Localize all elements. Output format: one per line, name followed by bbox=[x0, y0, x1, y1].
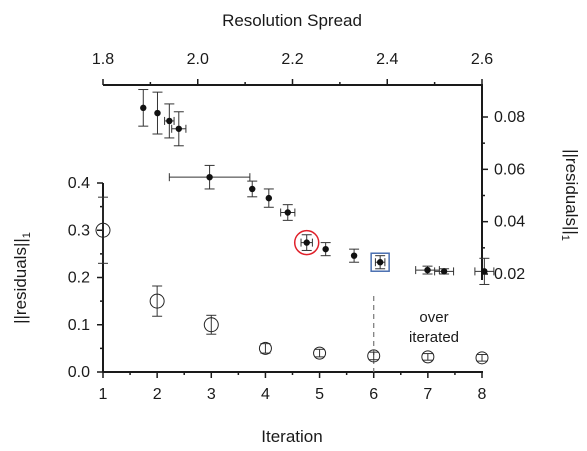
spread-marker bbox=[249, 185, 256, 193]
bottom-axis-title: Iteration bbox=[261, 427, 322, 446]
spread-point bbox=[152, 91, 163, 135]
spread-point bbox=[168, 164, 251, 190]
iteration-marker bbox=[203, 317, 219, 333]
spread-point bbox=[247, 180, 258, 198]
iteration-marker bbox=[421, 350, 435, 364]
data-layer bbox=[95, 89, 495, 372]
top-axis-title: Resolution Spread bbox=[222, 11, 362, 30]
spread-point bbox=[300, 234, 313, 251]
iteration-point bbox=[258, 341, 272, 355]
iteration-marker bbox=[475, 351, 489, 365]
spread-point bbox=[374, 255, 386, 270]
spread-marker bbox=[322, 245, 329, 253]
bottom-tick-label: 4 bbox=[261, 386, 270, 403]
iteration-point bbox=[203, 314, 219, 335]
spread-marker bbox=[424, 266, 431, 274]
bottom-tick-label: 2 bbox=[153, 386, 162, 403]
spread-point bbox=[138, 89, 149, 127]
spread-marker bbox=[175, 125, 182, 132]
iteration-point bbox=[95, 196, 111, 264]
left-axis-title: ||residuals||1 bbox=[11, 232, 33, 324]
spread-marker bbox=[303, 239, 310, 246]
iteration-point bbox=[421, 350, 435, 364]
right-tick-label: 0.02 bbox=[494, 266, 525, 283]
right-axis-title: ||residuals||1 bbox=[559, 149, 581, 241]
spread-marker bbox=[154, 109, 161, 117]
bottom-tick-label: 7 bbox=[423, 386, 432, 403]
bottom-tick-label: 8 bbox=[478, 386, 487, 403]
top-tick-label: 2.4 bbox=[376, 51, 398, 68]
iteration-point bbox=[367, 349, 381, 363]
spread-point bbox=[164, 103, 175, 139]
iteration-marker bbox=[313, 346, 327, 360]
highlight-circle bbox=[293, 229, 320, 256]
spread-point bbox=[474, 257, 495, 285]
spread-marker bbox=[284, 209, 291, 216]
iteration-point bbox=[475, 351, 489, 365]
iteration-point bbox=[149, 285, 165, 317]
right-tick-label: 0.04 bbox=[494, 214, 525, 231]
spread-marker bbox=[206, 173, 213, 181]
bottom-tick-label: 6 bbox=[369, 386, 378, 403]
right-tick-label: 0.06 bbox=[494, 161, 525, 178]
iteration-marker bbox=[367, 349, 381, 363]
left-tick-label: 0.0 bbox=[68, 364, 90, 381]
annotation-iterated: iterated bbox=[409, 329, 459, 346]
top-tick-label: 2.6 bbox=[471, 51, 493, 68]
spread-marker bbox=[265, 194, 273, 202]
spread-point bbox=[280, 204, 296, 221]
highlight-square bbox=[370, 252, 390, 272]
spread-point bbox=[434, 267, 455, 276]
bottom-tick-label: 1 bbox=[99, 386, 108, 403]
left-tick-label: 0.4 bbox=[68, 175, 90, 192]
iteration-marker bbox=[258, 341, 272, 355]
spread-point bbox=[263, 188, 274, 208]
spread-point bbox=[171, 111, 187, 147]
top-tick-label: 2.0 bbox=[187, 51, 209, 68]
spread-marker bbox=[350, 252, 358, 259]
spread-marker bbox=[376, 259, 384, 266]
spread-marker bbox=[481, 268, 488, 275]
bottom-tick-label: 3 bbox=[207, 386, 216, 403]
left-tick-label: 0.2 bbox=[68, 270, 90, 287]
annotation-over: over bbox=[419, 309, 448, 326]
iteration-marker bbox=[95, 222, 111, 238]
spread-point bbox=[320, 242, 331, 257]
spread-point bbox=[415, 265, 440, 275]
top-tick-label: 2.2 bbox=[281, 51, 303, 68]
spread-point bbox=[349, 248, 360, 263]
top-tick-label: 1.8 bbox=[92, 51, 114, 68]
iteration-marker bbox=[149, 293, 165, 309]
right-tick-label: 0.08 bbox=[494, 109, 525, 126]
left-tick-label: 0.1 bbox=[68, 317, 90, 334]
spread-marker bbox=[140, 104, 147, 112]
iteration-point bbox=[313, 346, 327, 360]
spread-marker bbox=[166, 117, 173, 125]
left-tick-label: 0.3 bbox=[68, 222, 90, 239]
spread-marker bbox=[440, 268, 448, 275]
bottom-tick-label: 5 bbox=[315, 386, 324, 403]
